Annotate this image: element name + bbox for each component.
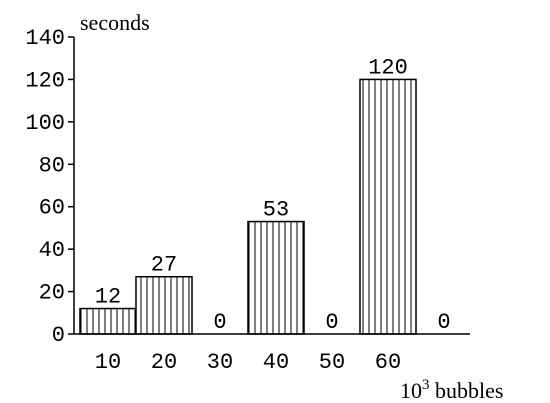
x-tick-label: 60	[375, 350, 401, 375]
x-tick-label: 20	[151, 350, 177, 375]
y-axis: 0 20 40 60 80 100 120 140	[25, 26, 75, 348]
y-tick-label: 20	[39, 281, 65, 306]
x-tick-label: 10	[95, 350, 121, 375]
bar	[135, 275, 193, 335]
bar	[79, 307, 137, 335]
x-axis-label-suffix: bubbles	[430, 378, 504, 403]
y-tick-label: 140	[25, 26, 65, 51]
x-axis-label: 103 bubbles	[400, 377, 503, 403]
y-tick-label: 40	[39, 238, 65, 263]
bars: 12 27 0 53 0 120 0	[79, 55, 451, 335]
bar	[247, 220, 305, 335]
y-tick-label: 0	[52, 323, 65, 348]
x-axis-label-exponent: 3	[422, 377, 430, 393]
x-axis: 10 20 30 40 50 60	[74, 333, 470, 375]
x-axis-label-base: 10	[400, 378, 422, 403]
bar-value-label: 53	[263, 198, 289, 223]
x-tick-label: 40	[263, 350, 289, 375]
bar-value-label: 120	[368, 55, 408, 80]
y-tick-label: 80	[39, 153, 65, 178]
y-tick-label: 120	[25, 68, 65, 93]
bar	[359, 78, 417, 335]
bar-value-label: 0	[325, 310, 338, 335]
bar-value-label: 27	[151, 253, 177, 278]
y-tick-label: 60	[39, 196, 65, 221]
x-tick-label: 50	[319, 350, 345, 375]
bar-value-label: 0	[213, 310, 226, 335]
bar-value-label: 12	[95, 285, 121, 310]
bar-value-label: 0	[437, 310, 450, 335]
y-axis-label: seconds	[80, 10, 150, 35]
y-tick-label: 100	[25, 111, 65, 136]
x-tick-label: 30	[207, 350, 233, 375]
